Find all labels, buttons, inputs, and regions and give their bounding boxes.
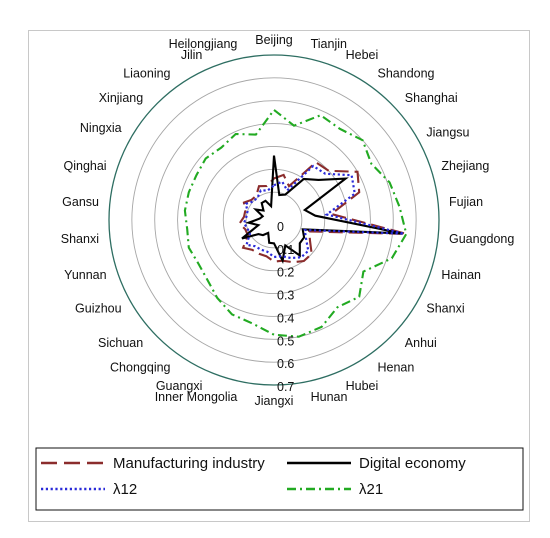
- category-label: Hebei: [346, 48, 379, 62]
- category-label: Hunan: [311, 390, 348, 404]
- legend-label-0: Manufacturing industry: [113, 455, 265, 472]
- category-label: Heilongjiang: [169, 37, 238, 51]
- category-label: Hubei: [346, 379, 379, 393]
- radial-tick-label: 0.5: [277, 334, 294, 348]
- category-label: Zhejiang: [441, 159, 489, 173]
- category-label: Chongqing: [110, 360, 171, 374]
- category-label: Sichuan: [98, 336, 143, 350]
- radar-grid: [108, 54, 440, 386]
- grid-circle: [199, 145, 349, 295]
- series-line-3: [183, 108, 408, 338]
- chart-frame: 0 0.1 0.2 0.3 0.4 0.5 0.6 0.7 Beijing Tianjin Heb…: [28, 30, 530, 522]
- category-label: Beijing: [255, 33, 293, 47]
- category-label: Shanxi: [61, 232, 99, 246]
- category-label: Shandong: [378, 67, 435, 81]
- legend-label-3: λ21: [359, 481, 383, 498]
- category-label: Fujian: [449, 195, 483, 209]
- series-line-2: [242, 164, 405, 260]
- radial-tick-label: 0.2: [277, 266, 294, 280]
- category-label: Gansu: [62, 195, 99, 209]
- category-label: Guizhou: [75, 302, 122, 316]
- grid-circle: [245, 191, 303, 249]
- category-label: Inner Mongolia: [155, 390, 238, 404]
- radar-series: [183, 108, 408, 338]
- category-label: Liaoning: [123, 67, 170, 81]
- legend-label-2: λ12: [113, 481, 137, 498]
- radial-tick-label: 0.3: [277, 289, 294, 303]
- category-label: Anhui: [405, 336, 437, 350]
- category-label: Henan: [378, 360, 415, 374]
- category-label: Yunnan: [64, 268, 106, 282]
- legend-box: [35, 447, 524, 511]
- grid-circle: [108, 54, 440, 386]
- radial-tick-label: 0.1: [277, 243, 294, 257]
- category-label: Hainan: [441, 268, 481, 282]
- category-label: Shanxi: [426, 302, 464, 316]
- category-label: Qinghai: [64, 159, 107, 173]
- category-label: Xinjiang: [99, 91, 144, 105]
- category-label: Jiangsu: [426, 126, 469, 140]
- category-label: Tianjin: [311, 37, 347, 51]
- category-label: Jiangxi: [255, 394, 294, 408]
- category-label: Guangxi: [156, 379, 203, 393]
- radial-tick-label: 0.7: [277, 380, 294, 394]
- grid-circle: [154, 100, 394, 340]
- category-label: Ningxia: [80, 121, 122, 135]
- radial-tick-label: 0.4: [277, 311, 294, 325]
- series-line-0: [238, 160, 407, 264]
- series-line-1: [241, 155, 402, 265]
- radial-tick-labels: 0 0.1 0.2 0.3 0.4 0.5 0.6 0.7: [277, 220, 294, 394]
- category-label: Shanghai: [405, 91, 458, 105]
- category-label: Guangdong: [449, 232, 514, 246]
- radial-tick-label: 0: [277, 220, 284, 234]
- grid-circle: [177, 123, 371, 317]
- legend-label-1: Digital economy: [359, 455, 466, 472]
- radial-tick-label: 0.6: [277, 357, 294, 371]
- radar-chart: 0 0.1 0.2 0.3 0.4 0.5 0.6 0.7 Beijing TianjinHeb…: [35, 33, 524, 511]
- category-label: Jilin: [181, 48, 203, 62]
- grid-circle: [131, 77, 417, 363]
- legend: Manufacturing industry λ12 Digital economy…: [35, 447, 524, 511]
